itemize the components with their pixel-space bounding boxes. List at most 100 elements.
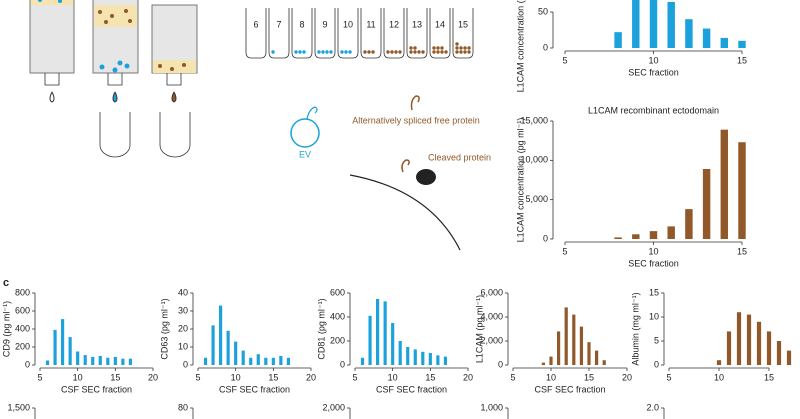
bar xyxy=(702,168,711,239)
x-tick-label: 10 xyxy=(648,246,658,256)
y-tick-label: 2,000 xyxy=(480,335,503,345)
bar xyxy=(421,351,425,365)
x-tick-label: 5 xyxy=(195,372,200,382)
particle xyxy=(417,50,421,54)
x-tick-label: 15 xyxy=(110,372,120,382)
bar xyxy=(702,28,711,48)
x-tick-label: 10 xyxy=(714,372,724,382)
y-tick-label: 1,000 xyxy=(480,402,503,412)
particle xyxy=(463,50,467,54)
tube-label: 10 xyxy=(343,19,353,29)
tube-label: 8 xyxy=(299,19,304,29)
bar xyxy=(106,357,110,365)
bar xyxy=(256,354,260,365)
bar xyxy=(549,356,553,365)
y-axis-label: L1CAM concentration (pg ml⁻¹) xyxy=(515,0,525,92)
y-tick-label: 0 xyxy=(340,359,345,369)
x-tick-label: 10 xyxy=(73,372,83,382)
bar xyxy=(746,314,752,365)
bar xyxy=(61,319,65,365)
particle xyxy=(317,50,321,54)
particle xyxy=(409,50,413,54)
bar xyxy=(738,40,746,48)
x-axis-label: CSF SEC fraction xyxy=(61,384,132,394)
x-axis-label: CSF SEC fraction xyxy=(219,384,290,394)
y-tick-label: 1,500 xyxy=(7,402,30,412)
y-axis-label: CD63 (pg ml⁻¹) xyxy=(159,298,169,359)
tube-label: 13 xyxy=(412,19,422,29)
y-tick-label: 2.0 xyxy=(646,402,659,412)
bar xyxy=(720,129,729,239)
y-tick-label: 0 xyxy=(543,42,548,52)
band xyxy=(31,0,73,5)
membrane xyxy=(349,174,461,251)
bar xyxy=(226,330,230,365)
y-tick-label: 0 xyxy=(498,359,503,369)
bar xyxy=(428,353,432,365)
bar xyxy=(53,329,57,365)
x-tick-label: 15 xyxy=(737,246,747,256)
y-tick-label: 5,000 xyxy=(525,194,548,204)
x-tick-label: 20 xyxy=(622,372,632,382)
bar xyxy=(211,325,215,365)
y-tick-label: 0 xyxy=(654,359,659,369)
particle xyxy=(325,50,329,54)
bar xyxy=(685,19,693,48)
particle xyxy=(432,50,436,54)
tube xyxy=(406,8,428,59)
bar xyxy=(383,301,387,365)
y-tick-label: 4,000 xyxy=(480,311,503,321)
bar xyxy=(249,357,253,365)
bar xyxy=(91,356,95,365)
tube-label: 11 xyxy=(366,19,375,29)
particle xyxy=(348,50,352,54)
bar xyxy=(541,362,545,365)
y-tick-label: 600 xyxy=(15,305,30,315)
particle xyxy=(321,50,325,54)
y-tick-label: 40 xyxy=(178,287,188,297)
tube-rack: 6 7 8 9 10 11 12 13 14 15 xyxy=(245,8,474,59)
tube-label: 15 xyxy=(458,19,468,29)
y-tick-label: 600 xyxy=(330,287,345,297)
particle xyxy=(436,50,440,54)
bar xyxy=(649,231,658,239)
x-tick-label: 15 xyxy=(425,372,435,382)
bar xyxy=(76,351,80,365)
y-tick-label: 6,000 xyxy=(480,287,503,297)
ev-icon xyxy=(290,118,320,148)
y-tick-label: 20 xyxy=(178,323,188,333)
particle xyxy=(463,46,467,50)
particle xyxy=(386,50,390,54)
particle xyxy=(432,46,436,50)
x-tick-label: 5 xyxy=(562,55,567,65)
particle xyxy=(363,50,367,54)
y-axis-label: L1CAM (pg ml⁻¹) xyxy=(474,295,484,363)
y-tick-label: 10 xyxy=(649,311,659,321)
tube xyxy=(383,8,405,59)
y-axis-label: CD9 (pg ml⁻¹) xyxy=(1,301,11,357)
bar xyxy=(632,0,640,49)
bar xyxy=(738,142,746,239)
x-tick-label: 10 xyxy=(546,372,556,382)
bar xyxy=(368,315,372,365)
particle xyxy=(302,50,306,54)
bar xyxy=(766,331,772,365)
bar xyxy=(219,305,223,365)
particle xyxy=(367,50,371,54)
bar xyxy=(271,357,275,365)
particle xyxy=(455,42,459,46)
tube-label: 9 xyxy=(322,19,327,29)
y-tick-label: 400 xyxy=(330,311,345,321)
bar xyxy=(614,237,622,239)
y-tick-label: 800 xyxy=(15,287,30,297)
particle xyxy=(455,50,459,54)
bar xyxy=(564,307,568,365)
tube xyxy=(429,8,451,59)
bar xyxy=(264,357,268,365)
y-tick-label: 2,000 xyxy=(322,402,345,412)
bar xyxy=(649,0,658,49)
x-tick-label: 15 xyxy=(737,55,747,65)
bar xyxy=(406,347,410,365)
x-axis-label: SEC fraction xyxy=(628,258,679,268)
particle xyxy=(440,46,444,50)
